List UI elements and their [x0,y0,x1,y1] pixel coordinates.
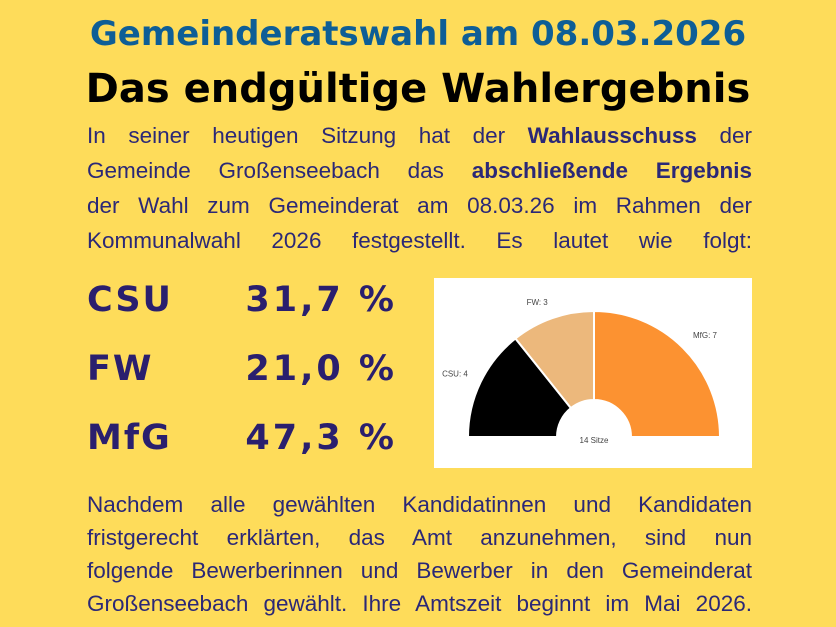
party-percent: 21,0 % [245,349,397,389]
slice-label: MfG: 7 [693,331,718,340]
seat-chart: CSU: 4 FW: 3 MfG: 7 14 Sitze [434,278,752,468]
party-name: MfG [87,418,172,458]
result-row-fw: FW 21,0 % [87,349,397,418]
text-line: Großenseebach gewählt. Ihre Amtszeit beg… [87,591,752,616]
text: der Wahl zum Gemeinderat am 08.03.26 im … [87,193,752,218]
center-label: 14 Sitze [580,436,609,445]
party-name: CSU [87,280,173,320]
party-percent: 47,3 % [245,418,397,458]
seat-slice-csu [466,337,573,438]
result-row-mfg: MfG 47,3 % [87,418,397,487]
text-line: In seiner heutigen Sitzung hat der Wahla… [87,118,752,153]
seat-chart-svg: CSU: 4 FW: 3 MfG: 7 14 Sitze [442,298,722,445]
text-line: Kommunalwahl 2026 festgestellt. Es laute… [87,223,752,258]
slice-label: CSU: 4 [442,369,468,378]
text-line: folgende Bewerberinnen und Bewerber in d… [87,558,752,583]
party-percent: 31,7 % [245,280,397,320]
bold-text: abschließende Ergebnis [471,158,753,183]
text-line: der Wahl zum Gemeinderat am 08.03.26 im … [87,188,752,223]
subtitle: Das endgültige Wahlergebnis [85,66,751,112]
text-line: fristgerecht erklärten, das Amt anzunehm… [87,525,752,550]
results-list: CSU 31,7 % FW 21,0 % MfG 47,3 % [87,280,397,487]
outro-paragraph: Nachdem alle gewählten Kandidatinnen und… [87,488,752,620]
text: Gemeinde Großenseebach das [87,158,472,183]
intro-paragraph: In seiner heutigen Sitzung hat der Wahla… [87,118,752,258]
seat-slice-fw [514,309,595,410]
text-line: Nachdem alle gewählten Kandidatinnen und… [87,492,752,517]
seat-slice-mfg [593,309,722,438]
title: Gemeinderatswahl am 08.03.2026 [89,14,747,54]
text: der [696,123,752,148]
text-line: Gemeinde Großenseebach das abschließende… [87,153,752,188]
text: Kommunalwahl 2026 festgestellt. Es laute… [87,228,752,253]
party-name: FW [87,349,154,389]
result-row-csu: CSU 31,7 % [87,280,397,349]
text: In seiner heutigen Sitzung hat der [87,123,528,148]
bold-text: Wahlausschuss [527,123,697,148]
slice-label: FW: 3 [527,298,549,307]
